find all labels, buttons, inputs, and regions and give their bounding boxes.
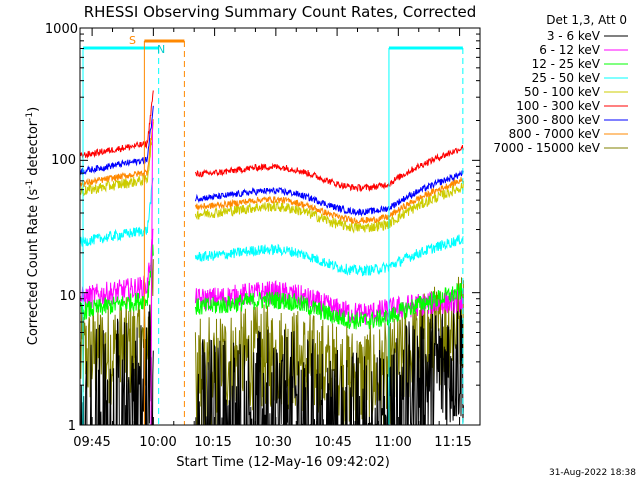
- x-tick-label: 10:45: [314, 435, 351, 450]
- x-tick-label: 11:15: [434, 435, 471, 450]
- legend-entry-label: 100 - 300 keV: [516, 99, 600, 113]
- series-line: [80, 119, 154, 188]
- legend-title: Det 1,3, Att 0: [546, 13, 627, 27]
- y-axis-label: Corrected Count Rate (s-1 detector-1): [25, 107, 41, 345]
- series-line: [150, 120, 154, 425]
- x-tick-label: 09:45: [73, 435, 110, 450]
- x-axis-label: Start Time (12-May-16 09:42:02): [176, 455, 390, 470]
- series-line: [195, 301, 464, 425]
- legend-entry-label: 50 - 100 keV: [524, 85, 601, 99]
- series-line: [194, 234, 464, 277]
- chart-title: RHESSI Observing Summary Count Rates, Co…: [84, 3, 477, 21]
- series-line: [80, 244, 154, 320]
- legend-entry-label: 300 - 800 keV: [516, 113, 600, 127]
- series-line: [80, 90, 154, 160]
- n-marker-label: N: [157, 43, 165, 56]
- axis-ticks: [80, 28, 480, 426]
- series-line: [80, 105, 154, 176]
- legend-entry-label: 800 - 7000 keV: [509, 127, 601, 141]
- series-line: [80, 228, 154, 309]
- series-layer: [80, 90, 464, 425]
- series-line: [194, 144, 464, 193]
- x-tick-label: 10:00: [139, 435, 176, 450]
- y-tick-label: 100: [51, 153, 76, 168]
- y-tick-label: 10: [59, 289, 76, 304]
- series-line: [80, 121, 154, 197]
- legend-entry-label: 6 - 12 keV: [539, 43, 601, 57]
- x-tick-label: 11:00: [374, 435, 411, 450]
- legend-entry-label: 3 - 6 keV: [547, 29, 601, 43]
- legend-entry-label: 7000 - 15000 keV: [493, 141, 600, 155]
- x-tick-label: 10:30: [254, 435, 291, 450]
- s-marker-label: S: [129, 34, 136, 47]
- marker-layer: [82, 39, 464, 425]
- y-tick-label: 1000: [45, 22, 78, 37]
- x-tick-label: 10:15: [194, 435, 231, 450]
- series-line: [80, 304, 154, 425]
- plot-frame: [79, 27, 481, 426]
- y-tick-label: 1: [68, 419, 76, 434]
- series-line: [194, 282, 464, 330]
- series-line: [194, 181, 464, 234]
- footer-date: 31-Aug-2022 18:38: [549, 468, 636, 478]
- series-line: [194, 177, 464, 226]
- legend-entry-label: 25 - 50 keV: [532, 71, 601, 85]
- series-line: [194, 169, 464, 217]
- legend-entry-label: 12 - 25 keV: [532, 57, 601, 71]
- series-line: [80, 177, 154, 247]
